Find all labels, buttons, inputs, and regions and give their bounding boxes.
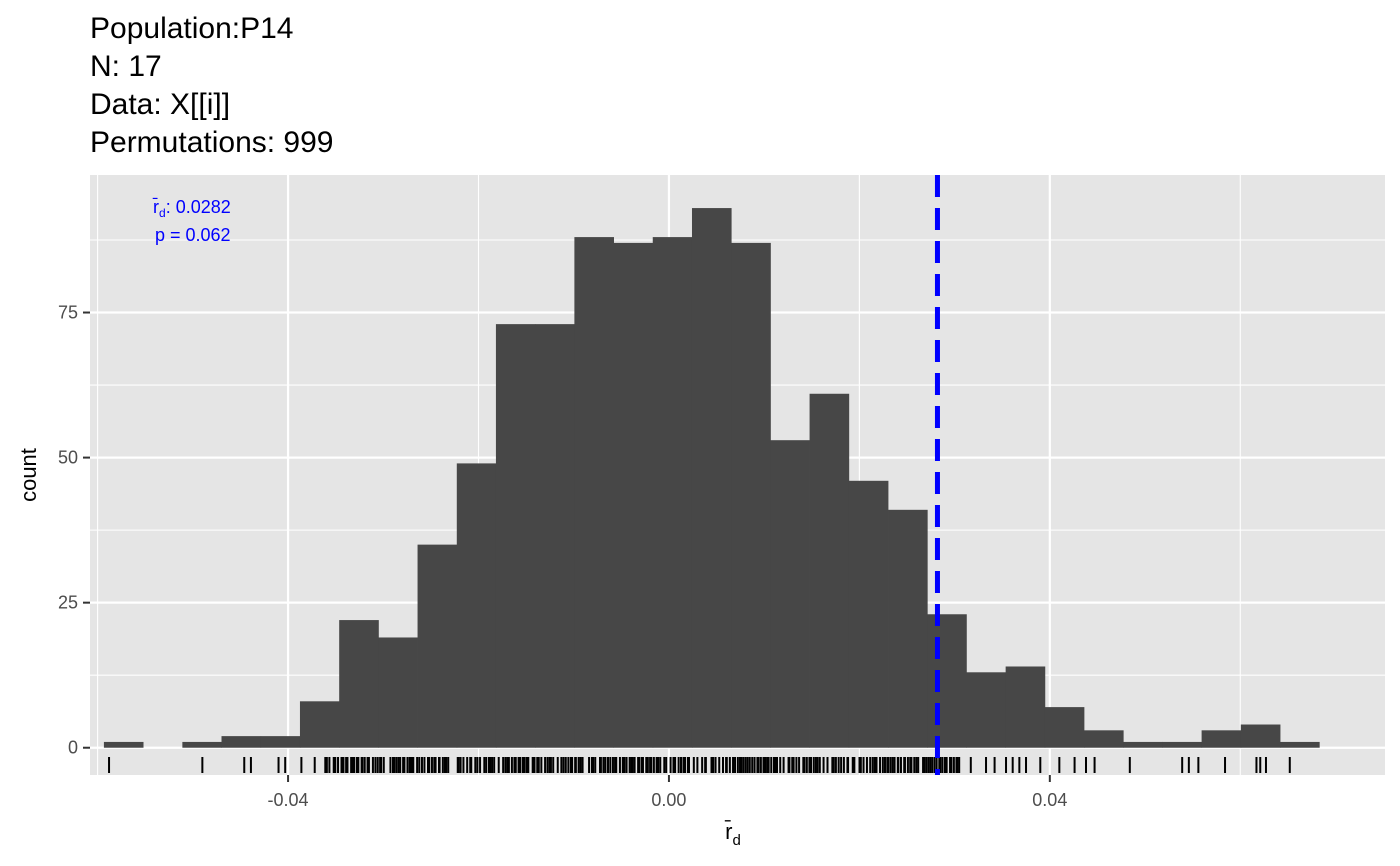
- histogram-bar: [613, 242, 654, 748]
- histogram-bar: [1162, 741, 1203, 748]
- histogram-bar: [770, 440, 810, 748]
- y-tick-label: 25: [58, 593, 78, 613]
- x-tick-label: -0.04: [268, 790, 309, 810]
- histogram-bar: [652, 237, 693, 748]
- y-tick-label: 0: [68, 738, 78, 758]
- histogram-bar: [456, 463, 497, 748]
- histogram-bar: [299, 701, 340, 748]
- histogram-bar: [339, 620, 379, 748]
- histogram-bar: [260, 736, 301, 748]
- x-axis-title: r̄d: [725, 819, 741, 849]
- title-population: Population:P14: [90, 12, 294, 45]
- histogram-bar: [731, 242, 771, 748]
- histogram-bar: [848, 480, 889, 748]
- histogram-bar: [691, 208, 732, 748]
- histogram-bar: [1240, 724, 1281, 748]
- x-tick-label: 0.00: [651, 790, 686, 810]
- histogram-bar: [574, 237, 614, 748]
- annotation-statistic: r̄d: 0.0282: [152, 197, 231, 220]
- x-tick-label: 0.04: [1032, 790, 1067, 810]
- axes: -0.04 0.00 0.04 0 25 50 75: [58, 303, 1067, 810]
- histogram-bar: [1280, 741, 1320, 748]
- title-permutations: Permutations: 999: [90, 126, 334, 159]
- histogram-bar: [103, 741, 144, 748]
- histogram-bar: [495, 324, 536, 748]
- histogram-bar: [1005, 666, 1046, 748]
- histogram-bar: [927, 614, 967, 748]
- histogram-bar: [417, 544, 458, 748]
- histogram-bar: [1044, 707, 1085, 748]
- histogram-bar: [888, 509, 928, 748]
- annotation-p-value: p = 0.062: [155, 225, 231, 245]
- histogram-bar: [966, 672, 1007, 748]
- title-sample-size: N: 17: [90, 50, 162, 83]
- y-axis-title: count: [16, 448, 41, 502]
- y-tick-label: 75: [58, 303, 78, 323]
- histogram-bar: [378, 637, 418, 748]
- histogram-bar: [1201, 730, 1242, 748]
- chart-title-block: Population:P14 N: 17 Data: X[[i]] Permut…: [90, 10, 333, 162]
- y-tick-label: 50: [58, 448, 78, 468]
- histogram-bar: [1084, 730, 1124, 748]
- title-data: Data: X[[i]]: [90, 88, 231, 121]
- rug-ticks: [108, 757, 1291, 773]
- histogram-bar: [809, 393, 850, 748]
- histogram-bar: [221, 736, 262, 748]
- histogram-bar: [535, 324, 575, 748]
- histogram-bar: [182, 741, 222, 748]
- histogram-bars: [103, 208, 1320, 748]
- histogram-bar: [1123, 741, 1163, 748]
